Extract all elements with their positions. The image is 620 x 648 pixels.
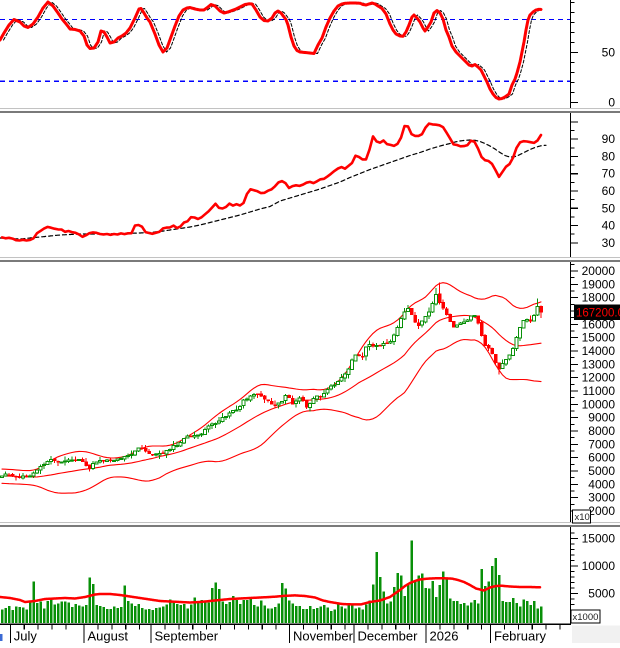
svg-text:18000: 18000 [582, 291, 616, 305]
svg-text:167200.0: 167200.0 [576, 308, 620, 320]
svg-text:16000: 16000 [582, 317, 616, 331]
svg-text:12000: 12000 [582, 371, 616, 385]
svg-text:19000: 19000 [582, 277, 616, 291]
svg-text:50: 50 [602, 201, 616, 215]
svg-text:13000: 13000 [582, 357, 616, 371]
svg-text:3000: 3000 [588, 491, 615, 505]
svg-text:December: December [358, 629, 419, 644]
svg-text:July: July [14, 629, 38, 644]
svg-text:9000: 9000 [588, 411, 615, 425]
svg-text:x1000: x1000 [573, 612, 599, 623]
svg-text:0: 0 [608, 96, 615, 110]
svg-text:40: 40 [602, 219, 616, 233]
svg-text:70: 70 [602, 167, 616, 181]
svg-text:15000: 15000 [582, 532, 616, 546]
svg-text:50: 50 [602, 45, 616, 59]
svg-text:30: 30 [602, 236, 616, 250]
svg-text:15000: 15000 [582, 331, 616, 345]
svg-text:4000: 4000 [588, 477, 615, 491]
svg-text:February: February [494, 629, 547, 644]
svg-text:10000: 10000 [582, 397, 616, 411]
svg-text:5000: 5000 [588, 587, 615, 601]
svg-text:September: September [155, 629, 219, 644]
svg-text:8000: 8000 [588, 424, 615, 438]
svg-text:6000: 6000 [588, 451, 615, 465]
svg-text:20000: 20000 [582, 264, 616, 278]
svg-text:2026: 2026 [430, 629, 459, 644]
svg-text:August: August [88, 629, 129, 644]
svg-text:5000: 5000 [588, 464, 615, 478]
svg-text:November: November [293, 629, 354, 644]
svg-text:80: 80 [602, 149, 616, 163]
svg-text:11000: 11000 [583, 384, 616, 398]
svg-text:60: 60 [602, 184, 616, 198]
svg-text:x10: x10 [575, 512, 590, 523]
svg-text:7000: 7000 [588, 437, 615, 451]
svg-text:90: 90 [602, 132, 616, 146]
svg-text:10000: 10000 [582, 559, 616, 573]
svg-text:2000: 2000 [588, 504, 615, 518]
svg-text:14000: 14000 [582, 344, 616, 358]
